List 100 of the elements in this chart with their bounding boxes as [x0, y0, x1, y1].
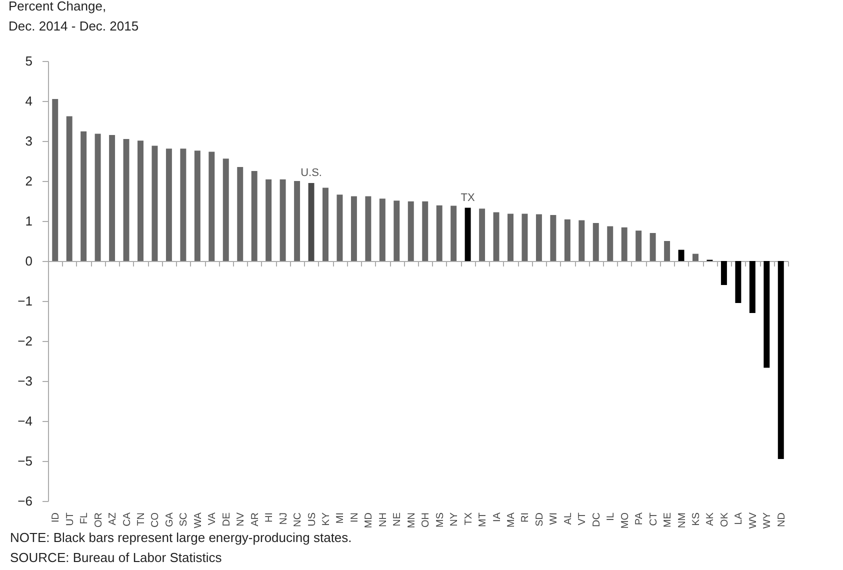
x-tick-label: NC [292, 512, 304, 527]
x-tick-label: NV [236, 512, 247, 526]
x-tick-label: AZ [108, 512, 119, 526]
x-tick-label: VA [207, 512, 218, 526]
x-tick-label: SC [178, 512, 190, 526]
bar [138, 140, 144, 261]
x-tick-label: IL [606, 512, 617, 521]
bar [522, 214, 528, 261]
x-tick-label: DE [221, 512, 232, 526]
bar [194, 150, 200, 261]
bar [450, 206, 457, 261]
x-tick-label: NE [392, 512, 404, 526]
bar [94, 134, 101, 261]
x-tick-label: NJ [278, 512, 290, 525]
text: NOTE: Black bars represent large energy-producing states. [10, 529, 352, 547]
bar [436, 205, 442, 261]
x-tick-label: NM [676, 512, 688, 528]
x-tick-label: MS [434, 512, 446, 528]
bar [365, 196, 372, 261]
bar [237, 167, 244, 261]
bar [109, 135, 116, 261]
bar [266, 179, 272, 261]
x-tick-label: CT [648, 512, 660, 526]
bar [123, 139, 130, 261]
x-tick-label: VT [577, 512, 588, 526]
x-tick-label: SD [534, 512, 546, 526]
x-tick-label: NY [449, 512, 460, 526]
x-tick-label: IA [492, 512, 503, 522]
x-tick-label: US [306, 512, 318, 526]
x-tick-label: WA [192, 512, 204, 528]
bar [166, 148, 172, 261]
bar [66, 116, 72, 261]
y-tick-label: −2 [18, 334, 32, 348]
bar [550, 215, 556, 261]
x-tick-label: UT [64, 512, 76, 526]
x-tick-label: OK [719, 512, 730, 527]
bar [379, 198, 386, 261]
x-tick-label: TX [463, 512, 474, 526]
x-tick-label: WI [548, 512, 560, 525]
bar [251, 171, 258, 261]
x-tick-label: ME [662, 512, 674, 528]
bar [778, 261, 784, 459]
x-tick-label: DC [591, 512, 602, 527]
bar [208, 152, 215, 261]
bar [493, 212, 500, 261]
y-tick-label: 3 [25, 134, 32, 148]
y-tick-label: −6 [18, 494, 32, 508]
bar [735, 261, 742, 303]
bar [621, 227, 628, 261]
y-tick-label: −5 [18, 454, 32, 468]
annotation: TX [460, 192, 476, 204]
x-tick-label: PA [634, 512, 646, 526]
bar [180, 148, 186, 261]
x-tick-label: FL [79, 512, 90, 524]
bar [636, 230, 642, 261]
y-tick-label: −1 [18, 294, 32, 308]
bar [80, 131, 87, 261]
y-tick-label: −3 [18, 374, 32, 388]
bar [408, 201, 414, 261]
x-tick-label: ND [776, 512, 788, 527]
x-tick-label: MN [406, 512, 418, 528]
bar [280, 179, 286, 261]
y-tick-label: 0 [25, 254, 32, 268]
x-tick-label: MI [335, 512, 346, 524]
bar [607, 226, 614, 261]
x-tick-label: KS [691, 512, 702, 526]
y-tick-label: 5 [25, 54, 32, 68]
x-tick-label: MT [478, 512, 489, 527]
x-tick-label: WV [748, 512, 759, 529]
bar [322, 188, 328, 261]
bar [578, 220, 585, 261]
bar [678, 250, 684, 261]
y-tick-label: 2 [25, 174, 32, 188]
x-tick-label: MO [620, 512, 631, 529]
bar [52, 99, 58, 261]
bar [422, 201, 428, 261]
x-tick-label: CO [150, 512, 162, 528]
bar [152, 146, 158, 261]
x-tick-label: WY [762, 512, 774, 529]
bar [308, 183, 314, 261]
y-tick-label: 1 [25, 214, 32, 228]
bar [536, 214, 542, 261]
bar [664, 241, 670, 261]
y-tick-label: −4 [18, 414, 32, 428]
x-tick-label: OH [420, 512, 432, 528]
bar [749, 261, 756, 313]
x-tick-label: IN [349, 512, 360, 522]
x-tick-label: ID [50, 512, 62, 522]
bar [564, 219, 570, 261]
x-tick-label: OR [93, 512, 104, 528]
bar [592, 223, 599, 261]
x-tick-label: TN [136, 512, 147, 526]
y-axis-title: Percent Change, Dec. 2014 - Dec. 2015 [8, 0, 139, 34]
x-tick-label: AK [705, 512, 716, 526]
x-tick-label: LA [734, 512, 745, 525]
x-tick-label: MD [364, 512, 375, 528]
x-tick-label: MA [506, 512, 517, 528]
bar [508, 214, 514, 261]
x-tick-label: AR [250, 512, 261, 526]
bar [336, 194, 343, 261]
